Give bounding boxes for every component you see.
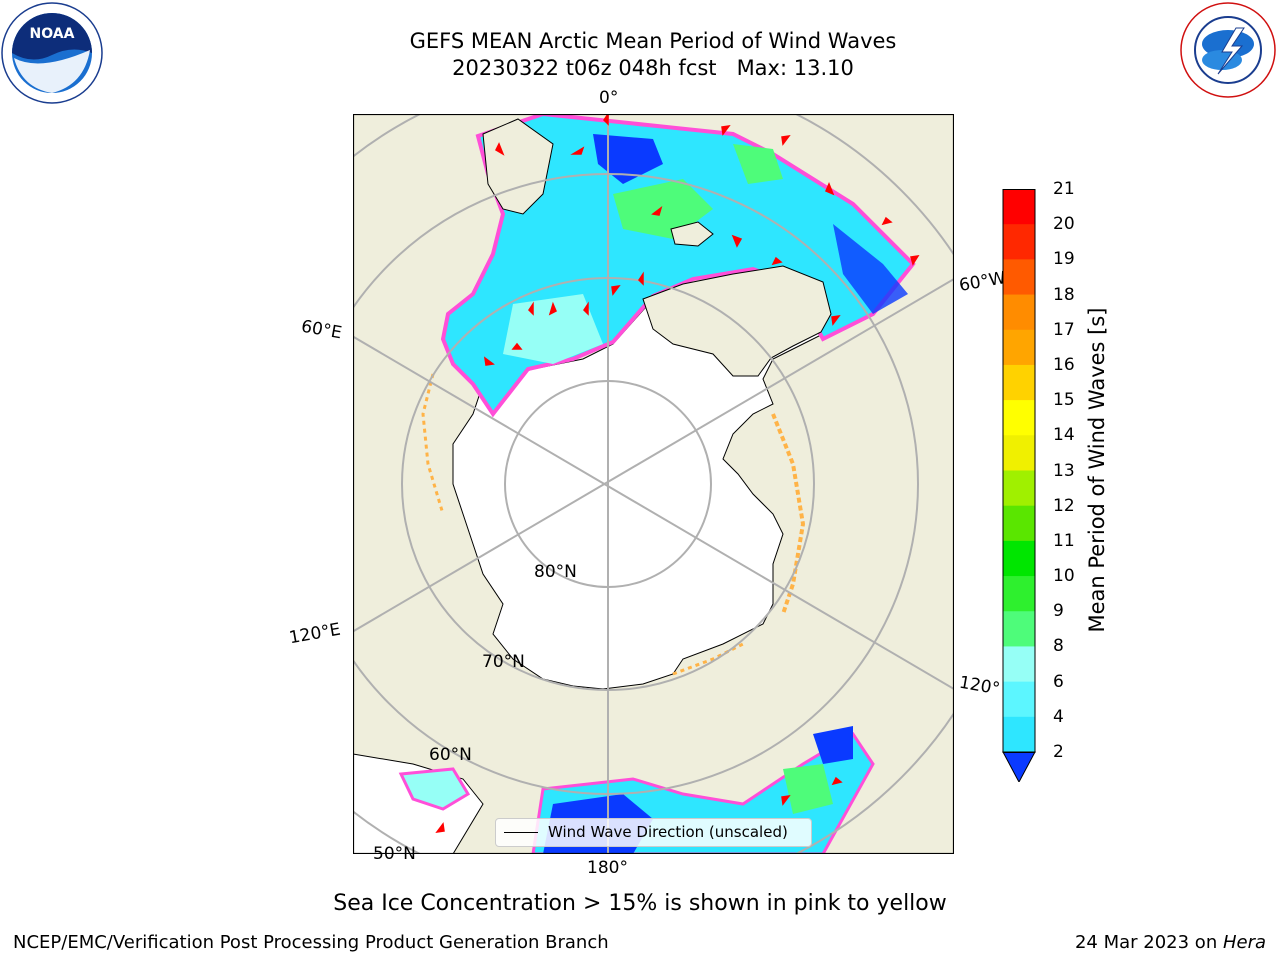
wind-arrow-icon bbox=[435, 114, 920, 833]
greenland-landmass bbox=[642, 265, 832, 377]
colorbar-tick-label: 8 bbox=[1053, 636, 1064, 657]
iceland bbox=[670, 221, 714, 247]
colorbar-tick-label: 2 bbox=[1053, 742, 1064, 762]
colorbar-segment bbox=[1003, 716, 1035, 753]
map-legend: Wind Wave Direction (unscaled) bbox=[495, 818, 812, 847]
bering-wave bbox=[398, 767, 471, 811]
colorbar-segment bbox=[1003, 189, 1035, 225]
green-patch-1 bbox=[613, 179, 713, 239]
sea-ice-edge-west bbox=[421, 373, 445, 515]
colorbar-tick-label: 15 bbox=[1053, 390, 1075, 411]
lon-label-60e: 60°E bbox=[299, 316, 344, 344]
colorbar-tick-label: 14 bbox=[1053, 425, 1075, 446]
colorbar-tick-label: 12 bbox=[1053, 495, 1075, 516]
legend-line-sample bbox=[504, 832, 538, 833]
polar-map: 0° 60°W 60°E 120°E 120° 180° 80°N 70°N 6… bbox=[288, 88, 1008, 878]
chart-subtitle: 20230322 t06z 048h fcst Max: 13.10 bbox=[452, 56, 854, 80]
green-patch-2 bbox=[733, 144, 783, 184]
sea-ice-edge-east bbox=[771, 413, 806, 615]
nws-logo-icon bbox=[1178, 0, 1278, 100]
colorbar-segment bbox=[1003, 540, 1035, 577]
colorbar-frame bbox=[1002, 189, 1036, 753]
colorbar-segment bbox=[1003, 681, 1035, 718]
graticule bbox=[353, 114, 954, 854]
lat-label-50: 50°N bbox=[373, 844, 416, 864]
colorbar-segment bbox=[1003, 259, 1035, 296]
footer-system: Hera bbox=[1222, 932, 1266, 953]
sea-ice-note: Sea Ice Concentration > 15% is shown in … bbox=[333, 891, 947, 916]
colorbar-segment bbox=[1003, 224, 1035, 260]
footer-right: 24 Mar 2023 on Hera bbox=[1075, 932, 1266, 953]
pacific-deep-blue-2 bbox=[813, 726, 853, 764]
meridian-60 bbox=[353, 335, 954, 690]
colorbar-tick-label: 18 bbox=[1053, 284, 1075, 305]
lat-label-60: 60°N bbox=[429, 745, 472, 765]
lon-label-120w: 120° bbox=[957, 672, 1002, 700]
map-frame bbox=[352, 113, 955, 855]
colorbar-segment bbox=[1003, 576, 1035, 612]
colorbar-segment bbox=[1003, 470, 1035, 507]
colorbar-tick-label: 9 bbox=[1053, 601, 1064, 622]
colorbar-segment bbox=[1003, 611, 1035, 647]
lon-label-120e: 120°E bbox=[287, 619, 343, 649]
colorbar-segment bbox=[1003, 364, 1035, 401]
colorbar-tick-label: 4 bbox=[1053, 706, 1064, 727]
colorbar bbox=[1002, 189, 1036, 784]
blue-edge bbox=[833, 224, 908, 314]
lon-label-180: 180° bbox=[587, 858, 628, 878]
colorbar-segment bbox=[1003, 646, 1035, 683]
chart-title: GEFS MEAN Arctic Mean Period of Wind Wav… bbox=[409, 29, 897, 53]
colorbar-tick-label: 10 bbox=[1053, 566, 1075, 587]
lon-label-60w: 60°W bbox=[957, 268, 1008, 296]
colorbar-segment bbox=[1003, 505, 1035, 542]
lat-label-80: 80°N bbox=[534, 562, 577, 582]
lat-label-70: 70°N bbox=[482, 652, 525, 672]
colorbar-tick-label: 16 bbox=[1053, 354, 1075, 375]
colorbar-tick-label: 13 bbox=[1053, 460, 1075, 481]
colorbar-tick-label: 11 bbox=[1053, 530, 1075, 551]
colorbar-segment bbox=[1003, 400, 1035, 436]
colorbar-label: Mean Period of Wind Waves [s] bbox=[1085, 307, 1109, 633]
colorbar-tick-label: 19 bbox=[1053, 249, 1075, 270]
footer-left: NCEP/EMC/Verification Post Processing Pr… bbox=[13, 932, 609, 953]
colorbar-tick-label: 20 bbox=[1053, 214, 1075, 235]
light-cyan-patch bbox=[503, 294, 603, 364]
scandinavia bbox=[482, 118, 554, 215]
colorbar-segment bbox=[1003, 435, 1035, 471]
colorbar-tick-label: 21 bbox=[1053, 179, 1075, 199]
deep-blue-band bbox=[593, 134, 663, 184]
legend-label: Wind Wave Direction (unscaled) bbox=[548, 823, 788, 841]
svg-text:NOAA: NOAA bbox=[30, 26, 75, 42]
colorbar-segment bbox=[1003, 294, 1035, 331]
colorbar-segment bbox=[1003, 329, 1035, 366]
sea-ice-edge-south bbox=[672, 642, 744, 676]
lon-label-0: 0° bbox=[599, 88, 619, 108]
pacific-green bbox=[783, 764, 833, 814]
footer-date: 24 Mar 2023 on bbox=[1074, 932, 1223, 953]
noaa-logo-icon: NOAA bbox=[0, 0, 104, 106]
colorbar-tick-label: 6 bbox=[1053, 671, 1064, 692]
colorbar-tick-label: 17 bbox=[1053, 319, 1075, 340]
colorbar-extend-triangle bbox=[1002, 751, 1036, 784]
meridian-120 bbox=[353, 278, 954, 633]
